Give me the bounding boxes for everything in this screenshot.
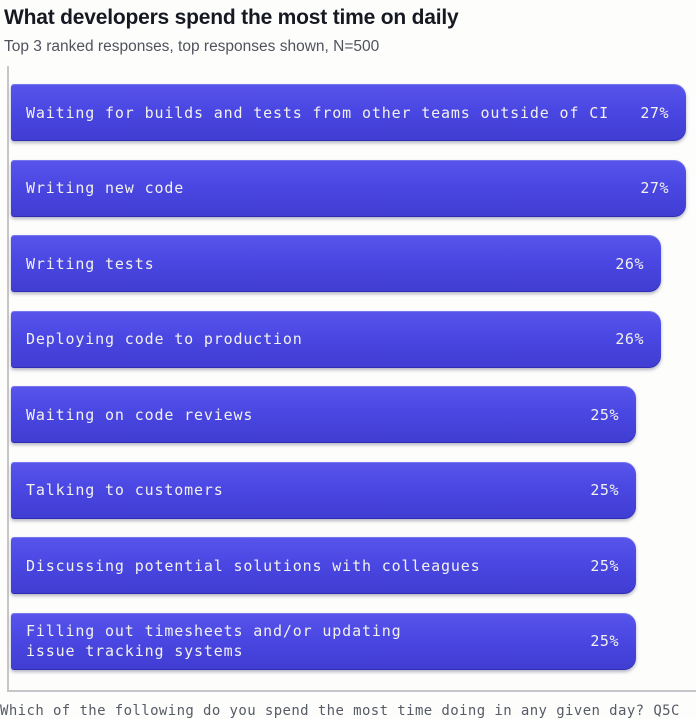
bar-row: Discussing potential solutions with coll…: [11, 537, 636, 594]
bar-value: 26%: [615, 330, 644, 348]
bar-row: Talking to customers 25%: [11, 461, 636, 519]
page-title: What developers spend the most time on d…: [4, 6, 459, 29]
page-subtitle: Top 3 ranked responses, top responses sh…: [4, 38, 380, 55]
bar-value: 26%: [615, 254, 644, 273]
bar-label: Waiting on code reviews: [26, 405, 254, 424]
bar-value: 25%: [590, 632, 619, 650]
bar-label: Waiting for builds and tests from other …: [26, 103, 609, 122]
bar-row: Writing tests 26%: [11, 235, 661, 292]
bar-label: Writing new code: [26, 179, 185, 197]
bar-row: Waiting for builds and tests from other …: [11, 84, 686, 141]
bar-value: 25%: [590, 405, 619, 424]
source-footnote: Which of the following do you spend the …: [0, 702, 680, 719]
bar-row: Writing new code 27%: [11, 159, 686, 217]
bar-value: 25%: [590, 481, 619, 499]
bar-row: Deploying code to production 26%: [11, 310, 661, 368]
bar-value: 27%: [640, 179, 669, 197]
bar-value: 27%: [640, 103, 669, 122]
bar-label: Discussing potential solutions with coll…: [26, 556, 481, 575]
bar-label: Talking to customers: [26, 481, 224, 499]
bar-row: Filling out timesheets and/or updating i…: [11, 612, 636, 670]
bar-row: Waiting on code reviews 25%: [11, 386, 636, 443]
bar-chart: Waiting for builds and tests from other …: [7, 66, 696, 692]
bar-value: 25%: [590, 556, 619, 575]
bar-label: Filling out timesheets and/or updating i…: [26, 622, 402, 660]
chart-header: What developers spend the most time on d…: [0, 5, 696, 56]
bar-label: Deploying code to production: [26, 330, 303, 348]
bar-label: Writing tests: [26, 254, 155, 273]
